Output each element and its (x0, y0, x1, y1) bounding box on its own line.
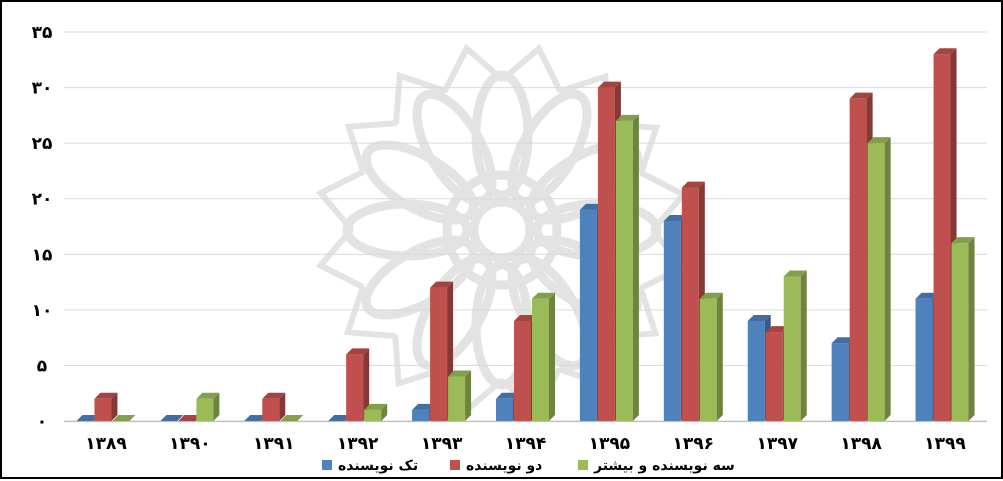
bar (346, 348, 370, 421)
y-tick-label: ۵ (37, 356, 47, 376)
y-tick-label: ۳۰ (32, 79, 53, 99)
x-tick-label: ۱۳۹۲ (337, 434, 379, 454)
legend-swatch (322, 460, 332, 470)
x-axis-ticks: ۱۳۸۹ ۱۳۹۰ ۱۳۹۱ ۱۳۹۲ ۱۳۹۳ ۱۳۹۴ ۱۳۹۵ ۱۳۹۶ ۱۳۹۷ ۱۳۹۸… (85, 434, 966, 454)
x-tick-label: ۱۳۸۹ (85, 434, 127, 454)
bars (76, 48, 975, 422)
y-tick-label: ۱۵ (32, 245, 53, 265)
x-tick-label: ۱۳۹۰ (169, 434, 211, 454)
bar (178, 415, 202, 421)
bar (160, 415, 184, 421)
legend-label: سه نویسنده و بیشتر (593, 458, 735, 474)
legend-item: دو نویسنده (450, 458, 542, 474)
x-tick-label: ۱۳۹۱ (253, 434, 295, 454)
x-tick-label: ۱۳۹۸ (840, 434, 882, 454)
bar (244, 415, 268, 421)
y-tick-label: ۱۰ (32, 301, 53, 321)
bar (196, 392, 220, 421)
legend-label: دو نویسنده (466, 458, 542, 474)
bar (94, 392, 118, 421)
y-tick-label: ۰ (37, 412, 47, 432)
bar (951, 237, 975, 421)
bar (364, 403, 388, 421)
legend: تک نویسنده دو نویسنده سه نویسنده و بیشتر (322, 458, 735, 474)
bar (262, 392, 286, 421)
bar (76, 415, 100, 421)
bar (112, 415, 136, 421)
x-tick-label: ۱۳۹۹ (924, 434, 966, 454)
bar (280, 415, 304, 421)
x-tick-label: ۱۳۹۵ (589, 434, 631, 454)
bar (328, 415, 352, 421)
legend-swatch (578, 460, 588, 470)
y-tick-label: ۳۵ (32, 23, 53, 43)
x-tick-label: ۱۳۹۶ (673, 434, 715, 454)
y-tick-label: ۲۰ (32, 190, 53, 210)
legend-swatch (450, 460, 460, 470)
bar (448, 370, 472, 421)
y-axis-ticks: ۰ ۵ ۱۰ ۱۵ ۲۰ ۲۵ ۳۰ ۳۵ (32, 23, 53, 432)
legend-item: سه نویسنده و بیشتر (578, 458, 735, 474)
bar (867, 137, 891, 421)
x-tick-label: ۱۳۹۳ (421, 434, 463, 454)
watermark-logo (315, 43, 689, 417)
x-tick-label: ۱۳۹۴ (505, 434, 547, 454)
bar (615, 114, 639, 422)
bar (699, 292, 723, 421)
legend-item: تک نویسنده (322, 458, 418, 474)
legend-label: تک نویسنده (338, 458, 418, 474)
bar (532, 292, 555, 421)
bar (783, 270, 807, 421)
x-tick-label: ۱۳۹۷ (756, 434, 798, 454)
y-tick-label: ۲۵ (32, 134, 53, 154)
